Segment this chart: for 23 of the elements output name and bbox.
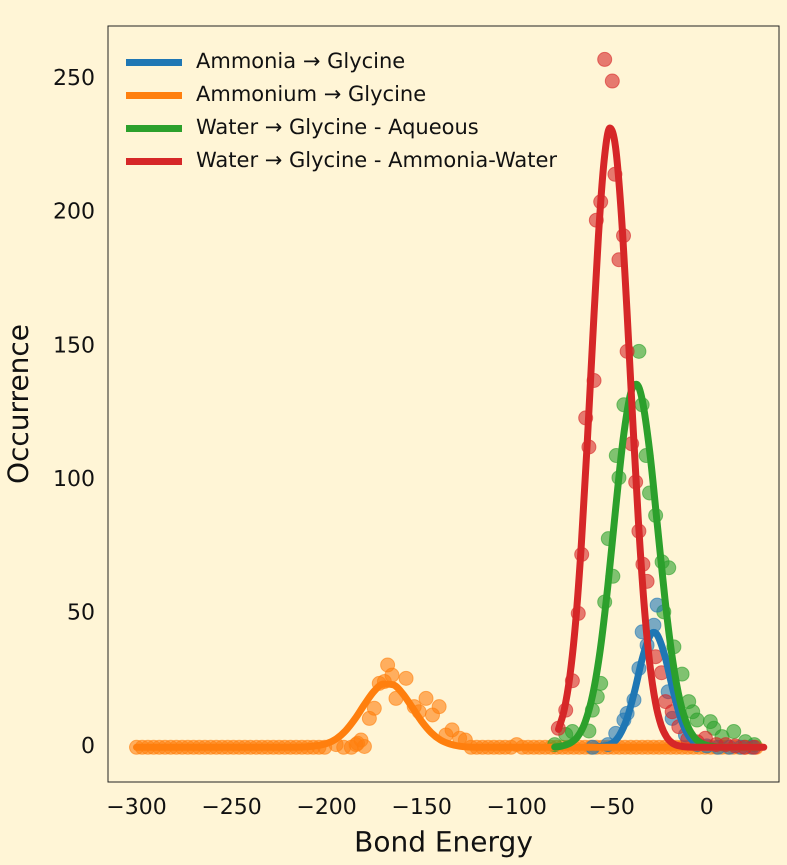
point: [604, 74, 620, 89]
legend-label: Ammonia → Glycine: [196, 48, 406, 73]
y-tick-label: 200: [53, 200, 95, 225]
x-tick-label: −250: [201, 794, 262, 820]
x-tick-label: −300: [106, 794, 167, 820]
y-axis-title: Occurrence: [2, 324, 36, 484]
legend-label: Water → Glycine - Aqueous: [196, 114, 479, 139]
x-tick-label: −150: [391, 794, 452, 820]
legend-label: Ammonium → Glycine: [196, 82, 426, 106]
y-tick-label: 150: [53, 333, 95, 358]
legend-label: Water → Glycine - Ammonia-Water: [196, 148, 558, 172]
y-tick-label: 250: [53, 66, 95, 92]
x-axis-title: Bond Energy: [354, 825, 533, 858]
x-tick-label: −50: [588, 794, 635, 820]
point: [597, 52, 612, 67]
y-tick-label: 100: [53, 466, 95, 492]
y-tick-label: 50: [67, 600, 95, 626]
x-tick-label: −200: [296, 794, 357, 820]
point: [690, 712, 705, 728]
point: [726, 724, 742, 740]
x-tick-label: 0: [700, 794, 714, 820]
x-tick-label: −100: [486, 794, 547, 820]
y-tick-label: 0: [81, 734, 95, 759]
